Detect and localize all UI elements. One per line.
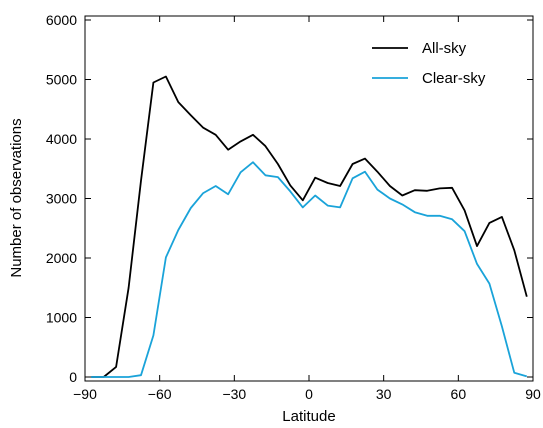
y-tick-label: 4000	[46, 131, 77, 147]
axis-tick-labels: −90 −60 −30 0 30 60 90 0 1000 2000 3000 4000 5000 600…	[46, 12, 541, 402]
y-axis-label: Number of observations	[8, 118, 25, 277]
x-tick-label: 30	[376, 386, 392, 402]
x-tick-label: 90	[525, 386, 541, 402]
x-tick-label: 60	[451, 386, 467, 402]
x-tick-label: −90	[73, 386, 97, 402]
x-tick-label: −30	[222, 386, 246, 402]
y-tick-label: 1000	[46, 310, 77, 326]
legend: All-sky Clear-sky	[372, 40, 486, 87]
legend-label-all-sky: All-sky	[422, 40, 467, 57]
x-tick-label: 0	[305, 386, 313, 402]
series-line-all-sky	[91, 75, 528, 378]
series-lines	[91, 75, 528, 378]
legend-label-clear-sky: Clear-sky	[422, 70, 486, 87]
y-tick-label: 5000	[46, 72, 77, 88]
series-line-clear-sky	[91, 161, 528, 378]
y-tick-label: 2000	[46, 250, 77, 266]
y-tick-label: 3000	[46, 191, 77, 207]
x-axis-label: Latitude	[282, 408, 335, 425]
axis-ticks	[84, 16, 534, 381]
x-tick-label: −60	[148, 386, 172, 402]
y-tick-label: 6000	[46, 12, 77, 28]
y-tick-label: 0	[69, 369, 77, 385]
